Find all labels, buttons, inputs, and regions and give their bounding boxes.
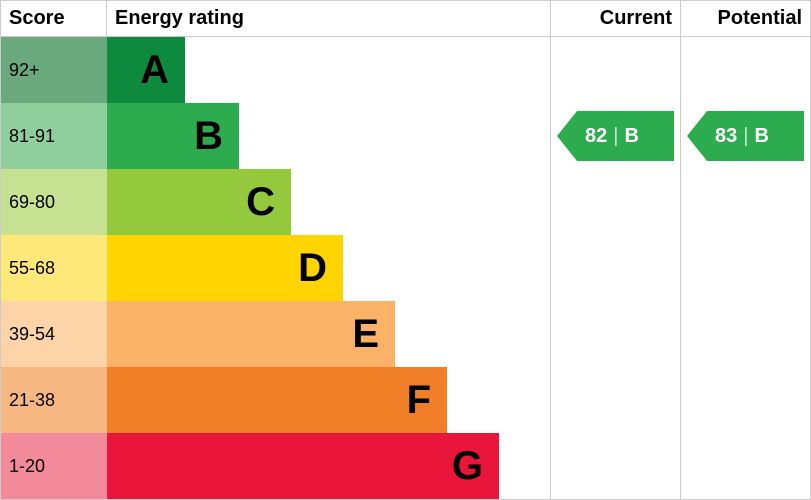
header-score: Score (1, 1, 107, 36)
rating-row: D (107, 235, 550, 301)
rating-column: ABCDEFG (107, 37, 550, 499)
header-rating: Energy rating (107, 1, 550, 36)
current-tag-arrow-icon (557, 111, 577, 161)
score-cell: 92+ (1, 37, 107, 103)
rating-letter: F (407, 378, 431, 423)
score-row: 1-20 (1, 433, 106, 499)
rating-letter: G (452, 444, 483, 489)
rating-row: F (107, 367, 550, 433)
header-row: Score Energy rating Current Potential (1, 1, 810, 37)
current-column: 82 | B (550, 37, 680, 499)
header-potential: Potential (680, 1, 810, 36)
rating-row: A (107, 37, 550, 103)
potential-column: 83 | B (680, 37, 810, 499)
score-row: 81-91 (1, 103, 106, 169)
score-cell: 21-38 (1, 367, 107, 433)
potential-tag: 83 | B (707, 111, 804, 161)
score-cell: 69-80 (1, 169, 107, 235)
current-tag-letter: B (624, 125, 638, 148)
score-row: 21-38 (1, 367, 106, 433)
score-row: 69-80 (1, 169, 106, 235)
score-row: 39-54 (1, 301, 106, 367)
current-tag-inner: 82 | B (577, 125, 639, 148)
potential-tag-arrow-icon (687, 111, 707, 161)
rating-bar: A (107, 37, 185, 103)
score-column: 92+81-9169-8055-6839-5421-381-20 (1, 37, 107, 499)
rating-bar: G (107, 433, 499, 499)
score-row: 55-68 (1, 235, 106, 301)
rating-row: B (107, 103, 550, 169)
rating-letter: B (194, 114, 223, 159)
current-tag-value: 82 (585, 125, 607, 148)
potential-tag-divider: | (743, 125, 748, 148)
rating-letter: A (140, 48, 169, 93)
rating-bar: B (107, 103, 239, 169)
rating-row: E (107, 301, 550, 367)
rating-row: G (107, 433, 550, 499)
rating-bar: C (107, 169, 291, 235)
chart-body: 92+81-9169-8055-6839-5421-381-20 ABCDEFG… (1, 37, 810, 499)
rating-bar: F (107, 367, 447, 433)
current-tag: 82 | B (577, 111, 674, 161)
score-cell: 39-54 (1, 301, 107, 367)
header-current: Current (550, 1, 680, 36)
score-cell: 1-20 (1, 433, 107, 499)
rating-letter: C (246, 180, 275, 225)
potential-tag-inner: 83 | B (707, 125, 769, 148)
energy-rating-chart: Score Energy rating Current Potential 92… (0, 0, 811, 500)
rating-bar: D (107, 235, 343, 301)
current-tag-divider: | (613, 125, 618, 148)
rating-letter: E (352, 312, 379, 357)
potential-tag-value: 83 (715, 125, 737, 148)
score-cell: 55-68 (1, 235, 107, 301)
potential-tag-letter: B (754, 125, 768, 148)
rating-letter: D (298, 246, 327, 291)
score-cell: 81-91 (1, 103, 107, 169)
rating-row: C (107, 169, 550, 235)
rating-bar: E (107, 301, 395, 367)
score-row: 92+ (1, 37, 106, 103)
